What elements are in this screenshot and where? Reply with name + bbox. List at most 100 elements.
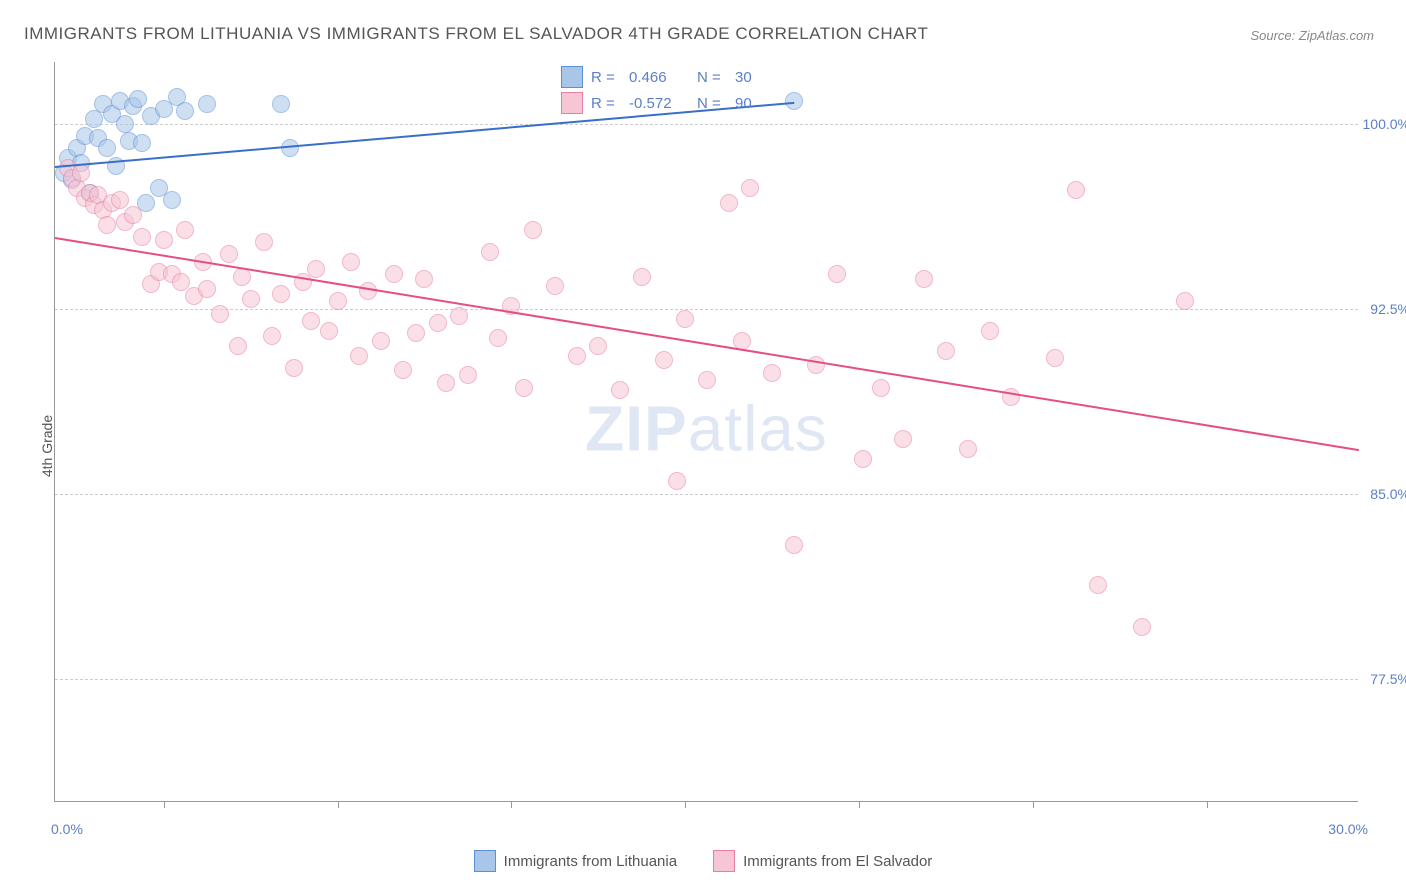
data-point (155, 231, 173, 249)
data-point (350, 347, 368, 365)
data-point (229, 337, 247, 355)
data-point (359, 282, 377, 300)
n-value: 90 (735, 95, 752, 112)
legend-swatch (561, 66, 583, 88)
data-point (1067, 181, 1085, 199)
data-point (263, 327, 281, 345)
data-point (172, 273, 190, 291)
data-point (415, 270, 433, 288)
data-point (959, 440, 977, 458)
legend-label: Immigrants from El Salvador (743, 853, 932, 870)
data-point (72, 164, 90, 182)
data-point (281, 139, 299, 157)
data-point (116, 115, 134, 133)
r-label: R = (591, 95, 621, 112)
y-axis-label: 4th Grade (39, 415, 55, 477)
data-point (655, 351, 673, 369)
data-point (98, 139, 116, 157)
data-point (546, 277, 564, 295)
data-point (785, 536, 803, 554)
trend-line (55, 237, 1359, 451)
source-attribution: Source: ZipAtlas.com (1250, 28, 1374, 43)
data-point (342, 253, 360, 271)
data-point (676, 310, 694, 328)
data-point (129, 90, 147, 108)
data-point (481, 243, 499, 261)
data-point (163, 191, 181, 209)
x-tick (859, 801, 860, 808)
x-tick (511, 801, 512, 808)
data-point (611, 381, 629, 399)
legend-swatch (561, 92, 583, 114)
data-point (372, 332, 390, 350)
data-point (285, 359, 303, 377)
data-point (763, 364, 781, 382)
data-point (459, 366, 477, 384)
data-point (394, 361, 412, 379)
data-point (133, 134, 151, 152)
x-tick (1033, 801, 1034, 808)
data-point (272, 95, 290, 113)
legend-label: Immigrants from Lithuania (504, 853, 677, 870)
data-point (894, 430, 912, 448)
data-point (589, 337, 607, 355)
data-point (698, 371, 716, 389)
x-tick (338, 801, 339, 808)
n-value: 30 (735, 69, 752, 86)
bottom-legend: Immigrants from Lithuania Immigrants from… (0, 850, 1406, 872)
data-point (633, 268, 651, 286)
data-point (915, 270, 933, 288)
data-point (198, 280, 216, 298)
data-point (133, 228, 151, 246)
data-point (407, 324, 425, 342)
data-point (515, 379, 533, 397)
plot-area: ZIPatlas 77.5%85.0%92.5%100.0% R =0.466N… (54, 62, 1358, 802)
data-point (176, 102, 194, 120)
y-tick-label: 92.5% (1370, 301, 1406, 317)
y-tick-label: 77.5% (1370, 671, 1406, 687)
data-point (211, 305, 229, 323)
data-point (1089, 576, 1107, 594)
data-point (854, 450, 872, 468)
data-point (872, 379, 890, 397)
data-point (437, 374, 455, 392)
x-tick (164, 801, 165, 808)
data-point (385, 265, 403, 283)
stats-row: R =-0.572N =90 (561, 92, 752, 114)
x-tick (1207, 801, 1208, 808)
data-point (98, 216, 116, 234)
legend-item: Immigrants from Lithuania (474, 850, 677, 872)
stats-legend: R =0.466N =30 R =-0.572N =90 (561, 66, 752, 118)
data-point (937, 342, 955, 360)
data-point (489, 329, 507, 347)
data-point (272, 285, 290, 303)
data-point (124, 206, 142, 224)
data-point (242, 290, 260, 308)
gridline (55, 124, 1358, 125)
data-point (329, 292, 347, 310)
x-axis-max: 30.0% (1328, 821, 1368, 837)
y-tick-label: 85.0% (1370, 486, 1406, 502)
data-point (1046, 349, 1064, 367)
data-point (198, 95, 216, 113)
watermark: ZIPatlas (585, 391, 828, 465)
data-point (568, 347, 586, 365)
data-point (524, 221, 542, 239)
data-point (255, 233, 273, 251)
x-axis-min: 0.0% (51, 821, 83, 837)
data-point (220, 245, 238, 263)
data-point (720, 194, 738, 212)
data-point (450, 307, 468, 325)
stats-row: R =0.466N =30 (561, 66, 752, 88)
data-point (302, 312, 320, 330)
r-value: 0.466 (629, 69, 689, 86)
y-tick-label: 100.0% (1363, 116, 1406, 132)
data-point (111, 191, 129, 209)
x-tick (685, 801, 686, 808)
data-point (668, 472, 686, 490)
gridline (55, 494, 1358, 495)
legend-swatch (474, 850, 496, 872)
data-point (1133, 618, 1151, 636)
data-point (429, 314, 447, 332)
chart-title: IMMIGRANTS FROM LITHUANIA VS IMMIGRANTS … (24, 24, 928, 44)
